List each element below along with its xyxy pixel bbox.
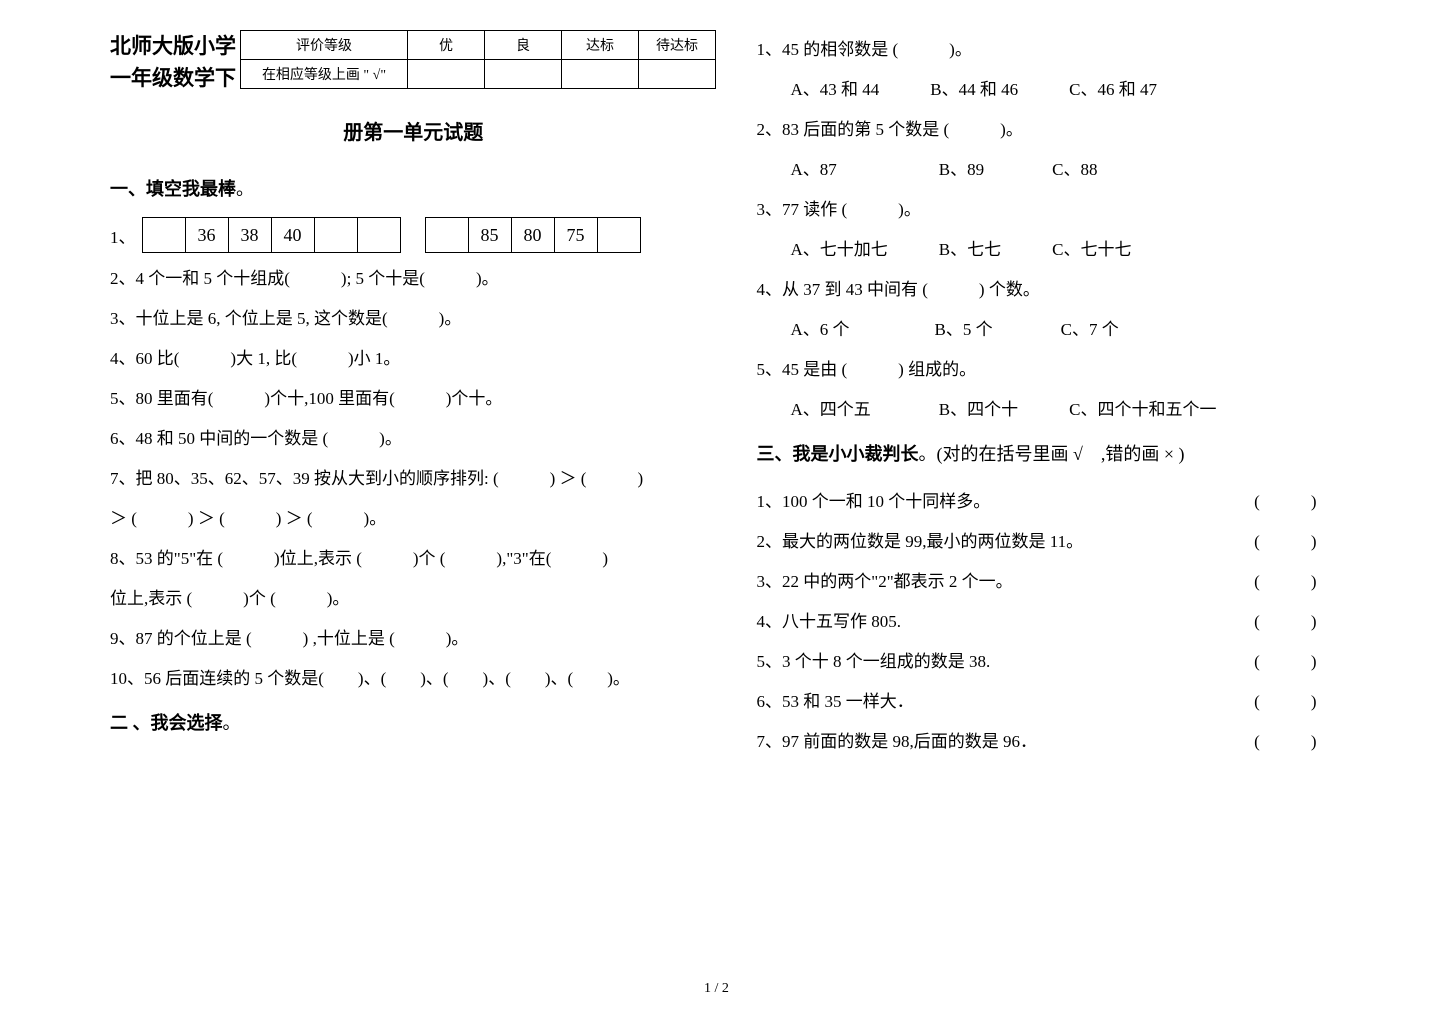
seq2-c0: [426, 218, 469, 252]
s1-q10: 10、56 后面连续的 5 个数是( )、( )、( )、( )、( )。: [110, 659, 717, 699]
seq2-c3: 75: [555, 218, 598, 252]
s2-q3: 3、77 读作 ( )。: [757, 190, 1364, 230]
seq1-c4: [315, 218, 358, 252]
seq2: 85 80 75: [425, 217, 641, 253]
s1-q8b: 位上,表示 ( )个 ( )。: [110, 579, 717, 619]
s1-q8a: 8、53 的"5"在 ( )位上,表示 ( )个 ( ),"3"在( ): [110, 539, 717, 579]
seq1-c1: 36: [186, 218, 229, 252]
s3-q7: 7、97 前面的数是 98,后面的数是 96． ( ): [757, 722, 1317, 762]
seq1-c5: [358, 218, 400, 252]
grade-col-0: 评价等级: [241, 31, 408, 60]
s3-q2: 2、最大的两位数是 99,最小的两位数是 11。 ( ): [757, 522, 1317, 562]
s2-q3o: A、七十加七 B、七七 C、七十七: [757, 230, 1364, 270]
s2-q1: 1、45 的相邻数是 ( )。: [757, 30, 1364, 70]
section-3-rest: 。(对的在括号里画 √ ,错的画 × ): [919, 444, 1185, 464]
s3-q4-text: 4、八十五写作 805.: [757, 602, 902, 642]
grade-cell-3: [562, 60, 639, 89]
seq1-c3: 40: [272, 218, 315, 252]
s3-q3: 3、22 中的两个"2"都表示 2 个一。 ( ): [757, 562, 1317, 602]
s1-q7b: ＞ ( ) ＞ ( ) ＞ ( )。: [110, 499, 717, 539]
s3-q6-paren: ( ): [1254, 682, 1316, 722]
s3-q2-text: 2、最大的两位数是 99,最小的两位数是 11。: [757, 522, 1084, 562]
section-2-title: 二 、我会选择。: [110, 709, 717, 735]
s1-q6: 6、48 和 50 中间的一个数是 ( )。: [110, 419, 717, 459]
grade-col-2: 良: [485, 31, 562, 60]
s1-q5: 5、80 里面有( )个十,100 里面有( )个十。: [110, 379, 717, 419]
s3-q5-text: 5、3 个十 8 个一组成的数是 38.: [757, 642, 991, 682]
s3-q4: 4、八十五写作 805. ( ): [757, 602, 1317, 642]
s1-q7a: 7、把 80、35、62、57、39 按从大到小的顺序排列: ( ) ＞ ( ): [110, 459, 717, 499]
section-1-title-text: 一、填空我最棒: [110, 179, 236, 199]
s1-q1-label: 1、: [110, 223, 136, 248]
grade-col-1: 优: [408, 31, 485, 60]
section-2-suffix: 。: [223, 713, 241, 733]
seq1-c0: [143, 218, 186, 252]
s3-q7-text: 7、97 前面的数是 98,后面的数是 96．: [757, 722, 1038, 762]
s2-q2o: A、87 B、89 C、88: [757, 150, 1364, 190]
s3-q3-text: 3、22 中的两个"2"都表示 2 个一。: [757, 562, 1013, 602]
s1-q2: 2、4 个一和 5 个十组成( ); 5 个十是( )。: [110, 259, 717, 299]
grade-table: 评价等级 优 良 达标 待达标 在相应等级上画 " √": [240, 30, 716, 89]
grade-cell-1: [408, 60, 485, 89]
seq2-c4: [598, 218, 640, 252]
section-3-title-text: 三、我是小小裁判长: [757, 444, 919, 464]
s2-q4: 4、从 37 到 43 中间有 ( ) 个数。: [757, 270, 1364, 310]
grade-row-label: 在相应等级上画 " √": [241, 60, 408, 89]
s3-q6: 6、53 和 35 一样大． ( ): [757, 682, 1317, 722]
s3-q1-text: 1、100 个一和 10 个十同样多。: [757, 482, 991, 522]
s3-q7-paren: ( ): [1254, 722, 1316, 762]
s3-q5-paren: ( ): [1254, 642, 1316, 682]
s1-q9: 9、87 的个位上是 ( ) ,十位上是 ( )。: [110, 619, 717, 659]
s3-q1-paren: ( ): [1254, 482, 1316, 522]
s2-q2: 2、83 后面的第 5 个数是 ( )。: [757, 110, 1364, 150]
school-name-1: 北师大版小学: [110, 30, 236, 62]
seq2-c1: 85: [469, 218, 512, 252]
s3-q3-paren: ( ): [1254, 562, 1316, 602]
s2-q4o: A、6 个 B、5 个 C、7 个: [757, 310, 1364, 350]
s2-q5o: A、四个五 B、四个十 C、四个十和五个一: [757, 390, 1364, 430]
seq2-c2: 80: [512, 218, 555, 252]
s2-q1o: A、43 和 44 B、44 和 46 C、46 和 47: [757, 70, 1364, 110]
s3-q4-paren: ( ): [1254, 602, 1316, 642]
s3-q5: 5、3 个十 8 个一组成的数是 38. ( ): [757, 642, 1317, 682]
section-2-title-text: 二 、我会选择: [110, 713, 223, 733]
s3-q1: 1、100 个一和 10 个十同样多。 ( ): [757, 482, 1317, 522]
seq1: 36 38 40: [142, 217, 401, 253]
s1-q3: 3、十位上是 6, 个位上是 5, 这个数是( )。: [110, 299, 717, 339]
section-1-suffix: 。: [236, 179, 254, 199]
s1-q1: 1、 36 38 40 85 80 75: [110, 217, 717, 253]
grade-cell-4: [639, 60, 716, 89]
grade-col-3: 达标: [562, 31, 639, 60]
grade-col-4: 待达标: [639, 31, 716, 60]
page-footer: 1 / 2: [0, 981, 1433, 997]
section-1-title: 一、填空我最棒。: [110, 175, 717, 201]
unit-title: 册第一单元试题: [110, 116, 717, 145]
s3-q6-text: 6、53 和 35 一样大．: [757, 682, 914, 722]
s3-q2-paren: ( ): [1254, 522, 1316, 562]
s2-q5: 5、45 是由 ( ) 组成的。: [757, 350, 1364, 390]
s1-q4: 4、60 比( )大 1, 比( )小 1。: [110, 339, 717, 379]
school-name-2: 一年级数学下: [110, 62, 236, 94]
section-3-title: 三、我是小小裁判长。(对的在括号里画 √ ,错的画 × ): [757, 440, 1364, 466]
seq1-c2: 38: [229, 218, 272, 252]
grade-cell-2: [485, 60, 562, 89]
